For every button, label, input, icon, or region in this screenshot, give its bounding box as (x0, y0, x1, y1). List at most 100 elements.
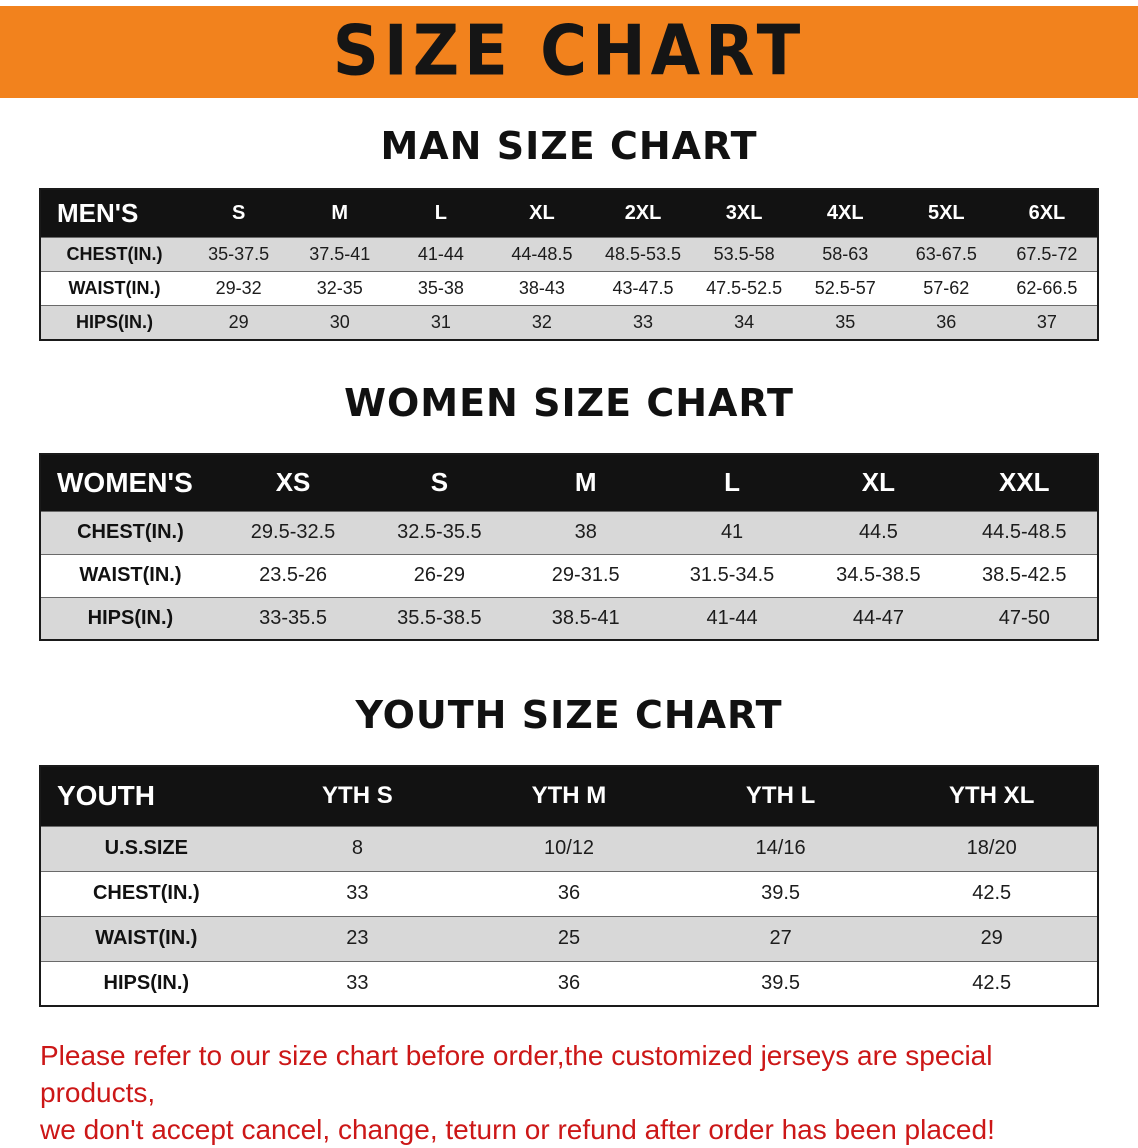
size-header-cell: M (289, 189, 391, 238)
table-header-row: MEN'S S M L XL 2XL 3XL 4XL 5XL 6XL (40, 189, 1098, 238)
row-label-cell: HIPS(IN.) (40, 960, 252, 1006)
value-cell: 8 (251, 825, 464, 871)
table-row: CHEST(IN.) 33 36 39.5 42.5 (40, 870, 1098, 916)
value-cell: 26-29 (366, 553, 513, 597)
size-header-cell: 5XL (895, 189, 997, 238)
value-cell: 34 (693, 305, 795, 340)
value-cell: 33-35.5 (219, 596, 367, 640)
value-cell: 42.5 (886, 960, 1098, 1006)
value-cell: 42.5 (886, 870, 1098, 916)
size-header-cell: YTH S (251, 766, 464, 826)
size-header-cell: 6XL (996, 189, 1098, 238)
value-cell: 36 (895, 305, 997, 340)
value-cell: 29 (886, 915, 1098, 961)
value-cell: 41 (658, 510, 806, 554)
value-cell: 10/12 (463, 825, 675, 871)
size-header-cell: L (658, 454, 806, 511)
value-cell: 32 (491, 305, 593, 340)
size-header-cell: 3XL (693, 189, 795, 238)
row-label-cell: WAIST(IN.) (40, 271, 189, 306)
row-label-cell: CHEST(IN.) (40, 510, 220, 554)
value-cell: 39.5 (674, 960, 887, 1006)
size-header-cell: M (512, 454, 659, 511)
row-label-cell: WAIST(IN.) (40, 915, 252, 961)
table-row: WAIST(IN.) 23 25 27 29 (40, 915, 1098, 961)
value-cell: 25 (463, 915, 675, 961)
value-cell: 32-35 (289, 271, 391, 306)
size-header-cell: XL (491, 189, 593, 238)
page-title: SIZE CHART (332, 12, 806, 92)
value-cell: 14/16 (674, 825, 887, 871)
value-cell: 43-47.5 (592, 271, 694, 306)
value-cell: 41-44 (390, 237, 492, 272)
row-label-cell: HIPS(IN.) (40, 596, 220, 640)
value-cell: 37 (996, 305, 1098, 340)
value-cell: 58-63 (794, 237, 896, 272)
size-header-cell: 2XL (592, 189, 694, 238)
value-cell: 62-66.5 (996, 271, 1098, 306)
value-cell: 47.5-52.5 (693, 271, 795, 306)
table-row: WAIST(IN.) 23.5-26 26-29 29-31.5 31.5-34.5 34… (40, 553, 1098, 597)
value-cell: 33 (251, 870, 464, 916)
value-cell: 29-32 (188, 271, 290, 306)
value-cell: 47-50 (951, 596, 1098, 640)
table-row: HIPS(IN.) 29 30 31 32 33 34 35 36 37 (40, 305, 1098, 340)
value-cell: 63-67.5 (895, 237, 997, 272)
value-cell: 23.5-26 (219, 553, 367, 597)
value-cell: 44-48.5 (491, 237, 593, 272)
value-cell: 36 (463, 960, 675, 1006)
banner: SIZE CHART (0, 6, 1138, 98)
value-cell: 35-38 (390, 271, 492, 306)
value-cell: 44.5 (805, 510, 952, 554)
value-cell: 44-47 (805, 596, 952, 640)
value-cell: 27 (674, 915, 887, 961)
size-header-cell: L (390, 189, 492, 238)
value-cell: 35 (794, 305, 896, 340)
value-cell: 38 (512, 510, 659, 554)
man-size-chart-heading: MAN SIZE CHART (380, 124, 758, 168)
value-cell: 48.5-53.5 (592, 237, 694, 272)
table-header-row: YOUTH YTH S YTH M YTH L YTH XL (40, 766, 1098, 826)
value-cell: 52.5-57 (794, 271, 896, 306)
row-label-cell: CHEST(IN.) (40, 870, 252, 916)
table-header-row: WOMEN'S XS S M L XL XXL (40, 454, 1098, 511)
value-cell: 41-44 (658, 596, 806, 640)
value-cell: 29-31.5 (512, 553, 659, 597)
value-cell: 39.5 (674, 870, 887, 916)
youth-size-table: YOUTH YTH S YTH M YTH L YTH XL U.S.SIZE 8 10/12… (39, 765, 1099, 1007)
value-cell: 33 (251, 960, 464, 1006)
size-header-cell: 4XL (794, 189, 896, 238)
size-header-cell: S (366, 454, 513, 511)
value-cell: 38-43 (491, 271, 593, 306)
size-header-cell: XXL (951, 454, 1098, 511)
value-cell: 31.5-34.5 (658, 553, 806, 597)
value-cell: 29.5-32.5 (219, 510, 367, 554)
table-title-cell: MEN'S (40, 189, 189, 238)
value-cell: 67.5-72 (996, 237, 1098, 272)
value-cell: 34.5-38.5 (805, 553, 952, 597)
row-label-cell: HIPS(IN.) (40, 305, 189, 340)
size-header-cell: S (188, 189, 290, 238)
table-row: HIPS(IN.) 33 36 39.5 42.5 (40, 960, 1098, 1006)
disclaimer-line-1: Please refer to our size chart before or… (40, 1040, 993, 1108)
row-label-cell: CHEST(IN.) (40, 237, 189, 272)
value-cell: 44.5-48.5 (951, 510, 1098, 554)
value-cell: 53.5-58 (693, 237, 795, 272)
value-cell: 23 (251, 915, 464, 961)
row-label-cell: U.S.SIZE (40, 825, 252, 871)
value-cell: 32.5-35.5 (366, 510, 513, 554)
value-cell: 33 (592, 305, 694, 340)
table-row: CHEST(IN.) 29.5-32.5 32.5-35.5 38 41 44.5 44.5… (40, 510, 1098, 554)
size-header-cell: YTH M (463, 766, 675, 826)
value-cell: 18/20 (886, 825, 1098, 871)
value-cell: 35-37.5 (188, 237, 290, 272)
table-row: CHEST(IN.) 35-37.5 37.5-41 41-44 44-48.5 48.5… (40, 237, 1098, 272)
table-row: WAIST(IN.) 29-32 32-35 35-38 38-43 43-47.5 47.… (40, 271, 1098, 306)
value-cell: 29 (188, 305, 290, 340)
women-size-chart-heading: WOMEN SIZE CHART (344, 381, 794, 425)
men-size-table: MEN'S S M L XL 2XL 3XL 4XL 5XL 6XL CHEST(IN.) 35-37… (39, 188, 1099, 341)
youth-size-chart-heading: YOUTH SIZE CHART (355, 693, 783, 737)
table-title-cell: WOMEN'S (40, 454, 220, 511)
size-header-cell: YTH L (674, 766, 887, 826)
value-cell: 36 (463, 870, 675, 916)
